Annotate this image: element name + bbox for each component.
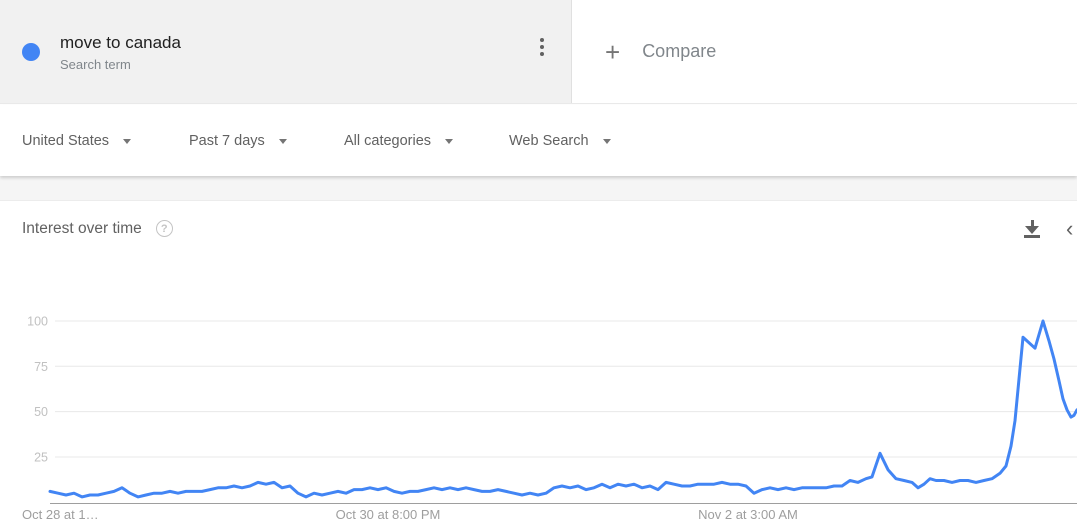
trend-line	[48, 319, 1077, 499]
filter-time-dropdown[interactable]: Past 7 days	[189, 105, 287, 176]
download-icon[interactable]	[1022, 219, 1042, 239]
compare-add-button[interactable]: + Compare	[572, 0, 1077, 103]
x-axis-tick: Oct 30 at 8:00 PM	[336, 507, 441, 522]
filter-search-type-dropdown[interactable]: Web Search	[509, 105, 611, 176]
term-options-menu-icon[interactable]	[531, 32, 553, 62]
background-band	[0, 176, 1077, 200]
filter-time-label: Past 7 days	[189, 132, 265, 149]
y-axis-tick: 50	[34, 405, 48, 419]
search-term-subtitle: Search term	[60, 56, 131, 72]
interest-over-time-card: Interest over time ? ‹	[0, 200, 1077, 525]
compare-label: Compare	[642, 41, 717, 61]
chevron-left-icon[interactable]: ‹	[1066, 215, 1074, 241]
y-axis-tick: 25	[34, 450, 48, 464]
filter-category-label: All categories	[344, 132, 432, 149]
card-header: Interest over time ? ‹	[0, 201, 1077, 256]
search-term-title: move to canada	[60, 32, 181, 52]
header-row: move to canada Search term + Compare	[0, 0, 1077, 104]
chevron-down-icon	[278, 139, 287, 144]
term-text: move to canada Search term	[60, 32, 181, 72]
filter-category-dropdown[interactable]: All categories	[344, 105, 454, 176]
search-term-chip[interactable]: move to canada Search term	[0, 0, 572, 103]
chevron-down-icon	[602, 139, 611, 144]
y-axis-tick: 75	[34, 360, 48, 374]
filter-region-dropdown[interactable]: United States	[22, 105, 132, 176]
card-title: Interest over time	[22, 219, 142, 237]
card-actions: ‹	[1022, 201, 1077, 256]
chevron-down-icon	[445, 139, 454, 144]
plus-icon: +	[605, 36, 621, 67]
help-icon[interactable]: ?	[155, 220, 173, 237]
chevron-down-icon	[123, 139, 132, 144]
filter-region-label: United States	[22, 132, 110, 149]
filter-search-type-label: Web Search	[509, 132, 589, 149]
x-axis-tick: Oct 28 at 1…	[22, 507, 99, 522]
filter-bar: United States Past 7 days All categories…	[0, 105, 1077, 176]
y-axis-tick: 100	[27, 314, 48, 328]
series-color-dot	[22, 42, 40, 61]
x-axis-tick: Nov 2 at 3:00 AM	[698, 507, 798, 522]
